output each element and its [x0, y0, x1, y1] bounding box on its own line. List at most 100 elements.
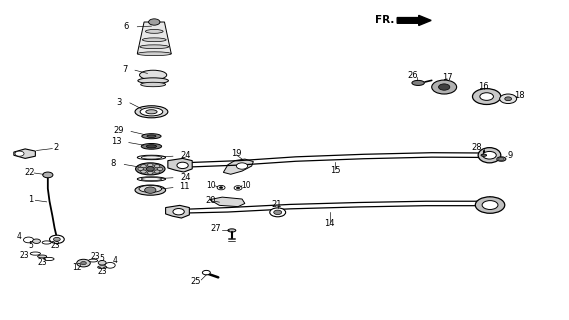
FancyArrow shape: [397, 15, 431, 26]
Text: 10: 10: [206, 181, 216, 190]
Circle shape: [220, 187, 223, 188]
Ellipse shape: [412, 80, 424, 85]
Ellipse shape: [142, 38, 166, 42]
Text: 29: 29: [113, 126, 124, 135]
Text: 8: 8: [111, 159, 116, 168]
Text: 21: 21: [271, 200, 282, 209]
Circle shape: [505, 97, 512, 101]
Circle shape: [270, 208, 286, 217]
Text: 23: 23: [90, 252, 100, 261]
Ellipse shape: [146, 145, 156, 148]
Circle shape: [105, 262, 115, 268]
Ellipse shape: [147, 135, 156, 138]
Circle shape: [43, 172, 53, 178]
Ellipse shape: [135, 106, 168, 118]
Text: 10: 10: [241, 181, 251, 190]
Text: 13: 13: [111, 137, 122, 146]
Text: 17: 17: [442, 73, 452, 82]
Text: 27: 27: [211, 224, 221, 233]
Text: 20: 20: [205, 196, 216, 205]
Circle shape: [50, 235, 64, 244]
Circle shape: [146, 167, 154, 171]
Circle shape: [141, 164, 146, 168]
Circle shape: [274, 210, 282, 215]
Circle shape: [217, 185, 225, 190]
Ellipse shape: [135, 185, 166, 195]
Polygon shape: [166, 205, 189, 218]
Circle shape: [177, 162, 188, 169]
Ellipse shape: [497, 157, 506, 161]
Text: 23: 23: [19, 251, 29, 260]
Circle shape: [482, 201, 498, 210]
Text: 25: 25: [191, 277, 201, 286]
Circle shape: [173, 209, 184, 215]
Circle shape: [32, 239, 40, 244]
Text: 3: 3: [116, 98, 121, 107]
Ellipse shape: [146, 110, 157, 114]
Circle shape: [203, 270, 211, 275]
Circle shape: [154, 164, 160, 168]
Text: 23: 23: [51, 241, 60, 250]
Text: 4: 4: [17, 232, 22, 241]
Polygon shape: [14, 149, 35, 158]
Circle shape: [98, 260, 106, 265]
Text: FR.: FR.: [375, 15, 394, 25]
Circle shape: [81, 261, 86, 265]
Circle shape: [23, 237, 34, 243]
Ellipse shape: [135, 163, 165, 175]
Text: 19: 19: [231, 149, 242, 158]
Circle shape: [500, 94, 517, 104]
Ellipse shape: [139, 185, 162, 192]
Text: 1: 1: [28, 195, 34, 204]
Circle shape: [77, 259, 90, 267]
Text: 16: 16: [479, 82, 489, 91]
Ellipse shape: [141, 143, 162, 149]
Ellipse shape: [481, 154, 486, 156]
Circle shape: [138, 167, 143, 171]
Circle shape: [157, 167, 163, 171]
Text: 4: 4: [112, 256, 117, 265]
Ellipse shape: [139, 70, 167, 80]
Text: 18: 18: [514, 91, 525, 100]
Text: 23: 23: [97, 267, 107, 276]
Ellipse shape: [38, 255, 47, 258]
Ellipse shape: [140, 45, 168, 49]
Circle shape: [480, 93, 493, 100]
Circle shape: [234, 186, 242, 190]
Text: 26: 26: [407, 71, 418, 80]
Ellipse shape: [141, 156, 162, 159]
Circle shape: [145, 187, 156, 193]
Circle shape: [53, 237, 60, 241]
Text: 24: 24: [180, 173, 191, 182]
Text: 6: 6: [123, 22, 129, 31]
Text: 15: 15: [330, 166, 341, 175]
Ellipse shape: [44, 257, 54, 260]
Ellipse shape: [42, 241, 51, 244]
Ellipse shape: [98, 266, 107, 269]
Text: 22: 22: [24, 168, 35, 177]
Circle shape: [141, 170, 146, 173]
Ellipse shape: [149, 20, 160, 24]
Polygon shape: [210, 197, 245, 207]
Text: 23: 23: [38, 258, 47, 267]
Circle shape: [15, 151, 24, 156]
Circle shape: [498, 157, 504, 161]
Circle shape: [432, 80, 457, 94]
Polygon shape: [168, 158, 192, 172]
Ellipse shape: [478, 148, 501, 163]
Ellipse shape: [140, 108, 163, 116]
Text: 2: 2: [53, 143, 59, 152]
Ellipse shape: [138, 78, 168, 84]
Circle shape: [236, 163, 248, 169]
Ellipse shape: [142, 134, 161, 139]
Circle shape: [483, 151, 496, 159]
Text: 11: 11: [179, 182, 189, 191]
Ellipse shape: [137, 177, 166, 181]
Text: 9: 9: [507, 151, 513, 160]
Text: 5: 5: [28, 241, 33, 250]
Circle shape: [472, 89, 501, 105]
Ellipse shape: [141, 178, 162, 180]
Text: 12: 12: [72, 263, 81, 272]
Circle shape: [236, 187, 240, 189]
Circle shape: [439, 84, 450, 90]
